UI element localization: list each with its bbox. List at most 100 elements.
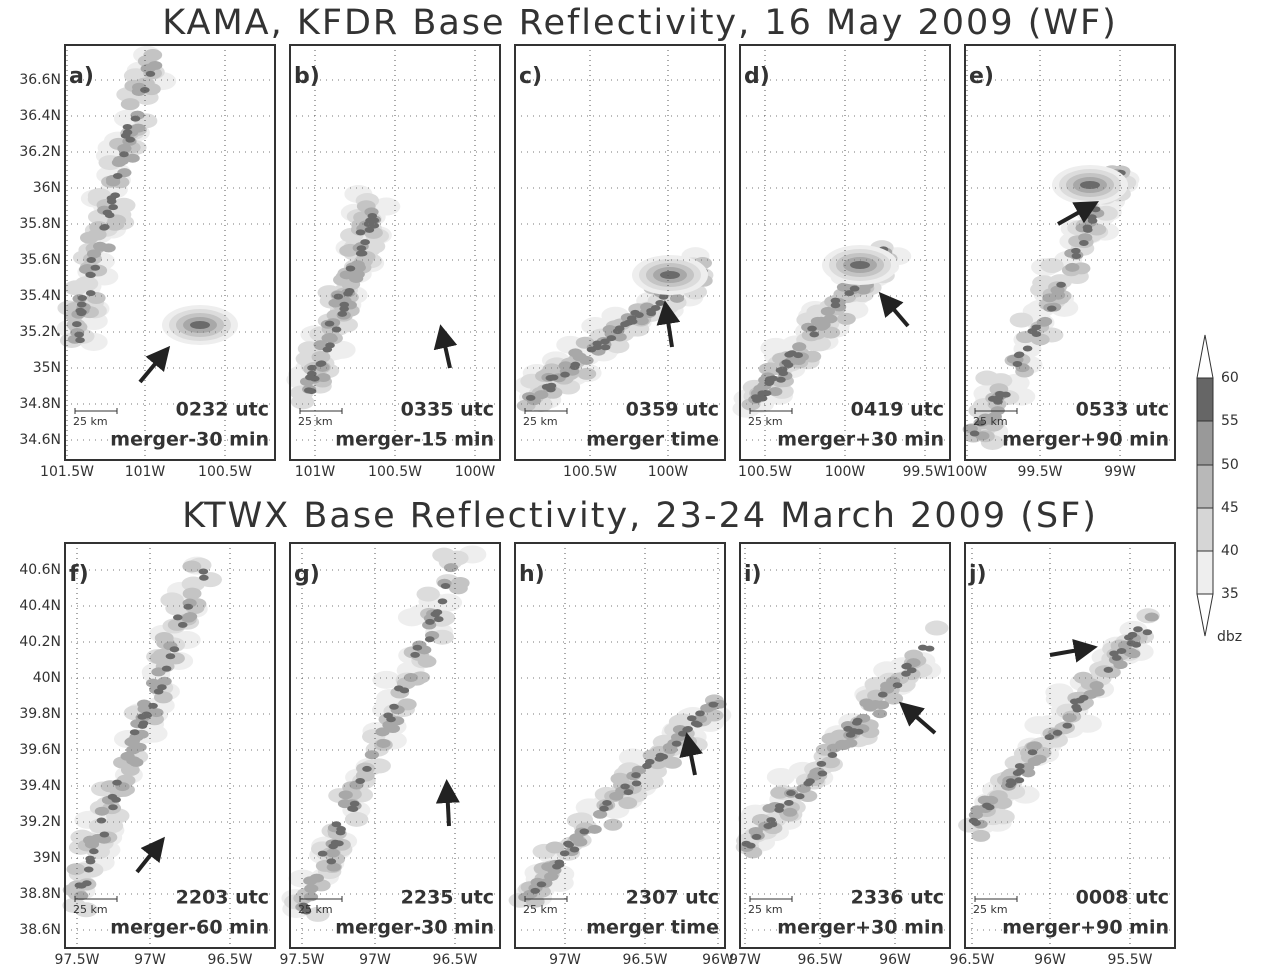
x-tick-label: 96.5W	[207, 952, 252, 968]
reflectivity-echo	[325, 848, 340, 858]
reflectivity-echo	[96, 834, 112, 844]
panel-label: c)	[519, 64, 542, 89]
reflectivity-echo	[977, 795, 992, 805]
reflectivity-echo	[77, 309, 87, 316]
reflectivity-echo	[130, 115, 141, 122]
reflectivity-echo	[311, 351, 331, 364]
reflectivity-echo	[364, 226, 375, 233]
figure-title: KTWX Base Reflectivity, 23-24 March 2009…	[182, 496, 1098, 536]
reflectivity-echo	[1089, 680, 1104, 690]
reflectivity-echo	[1079, 240, 1089, 247]
reflectivity-echo	[161, 665, 172, 672]
reflectivity-echo	[1109, 650, 1119, 657]
reflectivity-echo	[1080, 181, 1100, 189]
reflectivity-echo	[304, 884, 319, 894]
reflectivity-echo	[620, 783, 630, 790]
reflectivity-echo	[1031, 331, 1042, 338]
reflectivity-echo	[84, 839, 100, 849]
reflectivity-echo	[66, 863, 86, 876]
colorbar-label: 60	[1221, 370, 1239, 386]
reflectivity-echo	[74, 891, 89, 901]
reflectivity-echo	[850, 261, 870, 269]
scale-bar	[524, 896, 568, 902]
x-tick-label: 100.5W	[563, 464, 617, 480]
reflectivity-echo	[303, 892, 319, 902]
y-tick-label: 38.6N	[19, 922, 61, 938]
reflectivity-echo	[792, 342, 807, 352]
reflectivity-echo	[1009, 312, 1034, 328]
reflectivity-echo	[307, 364, 317, 371]
reflectivity-echo	[111, 796, 121, 803]
panel-frame	[739, 44, 951, 461]
reflectivity-echo	[991, 809, 1015, 825]
reflectivity-echo	[570, 361, 581, 368]
merger-label: merger-60 min	[110, 917, 269, 939]
reflectivity-echo	[317, 850, 328, 857]
arrow	[656, 300, 681, 348]
reflectivity-echo	[120, 751, 135, 761]
reflectivity-echo	[1082, 224, 1093, 231]
reflectivity-echo	[140, 64, 155, 74]
reflectivity-echo	[322, 332, 337, 342]
reflectivity-echo	[618, 796, 638, 809]
reflectivity-echo	[630, 309, 640, 316]
reflectivity-echo	[752, 396, 762, 403]
reflectivity-echo	[1037, 316, 1053, 326]
time-label: 0359 utc	[626, 399, 719, 421]
reflectivity-echo	[137, 722, 148, 729]
reflectivity-echo	[372, 197, 401, 216]
reflectivity-echo	[349, 800, 360, 807]
reflectivity-echo	[845, 731, 856, 738]
reflectivity-echo	[85, 858, 96, 865]
reflectivity-echo	[805, 778, 815, 785]
reflectivity-echo	[1014, 777, 1025, 784]
reflectivity-echo	[1012, 361, 1023, 368]
y-tick-label: 39.8N	[19, 706, 61, 722]
reflectivity-echo	[306, 388, 317, 395]
y-tick-label: 35.4N	[19, 288, 61, 304]
reflectivity-echo	[1056, 281, 1066, 288]
time-label: 0335 utc	[401, 399, 494, 421]
reflectivity-echo	[603, 818, 623, 831]
reflectivity-echo	[360, 239, 370, 246]
reflectivity-echo	[600, 344, 611, 351]
reflectivity-echo	[149, 652, 169, 665]
x-tick-label: 99.5W	[902, 464, 947, 480]
time-label: 2203 utc	[176, 887, 269, 909]
merger-label: merger+90 min	[1002, 917, 1169, 939]
reflectivity-echo	[76, 301, 87, 308]
arrow	[135, 836, 165, 874]
reflectivity-echo	[784, 799, 794, 806]
reflectivity-echo	[794, 793, 805, 800]
y-tick-label: 36N	[33, 180, 61, 196]
panel-frame	[964, 542, 1176, 949]
reflectivity-echo	[843, 738, 858, 748]
reflectivity-echo	[106, 198, 117, 205]
reflectivity-echo	[807, 325, 817, 332]
reflectivity-echo	[971, 829, 991, 842]
arrow	[1057, 201, 1099, 226]
x-tick-label: 97.5W	[279, 952, 324, 968]
reflectivity-echo	[757, 390, 768, 397]
colorbar-unit: dbz	[1217, 629, 1242, 645]
reflectivity-echo	[160, 592, 184, 608]
arrow	[898, 701, 937, 735]
reflectivity-echo	[169, 646, 180, 653]
x-tick-label: 100W	[455, 464, 496, 480]
reflectivity-echo	[120, 98, 140, 111]
reflectivity-echo	[924, 645, 935, 652]
reflectivity-echo	[1046, 305, 1057, 312]
y-tick-label: 36.4N	[19, 108, 61, 124]
reflectivity-echo	[102, 209, 113, 216]
arrow	[878, 291, 910, 328]
colorbar-segment	[1196, 377, 1214, 422]
reflectivity-echo	[372, 670, 401, 689]
reflectivity-echo	[579, 828, 590, 835]
x-tick-label: 101W	[125, 464, 166, 480]
y-tick-label: 35.2N	[19, 324, 61, 340]
reflectivity-echo	[975, 420, 985, 427]
y-tick-label: 40.4N	[19, 598, 61, 614]
reflectivity-echo	[198, 568, 209, 575]
colorbar-top	[1196, 334, 1214, 379]
